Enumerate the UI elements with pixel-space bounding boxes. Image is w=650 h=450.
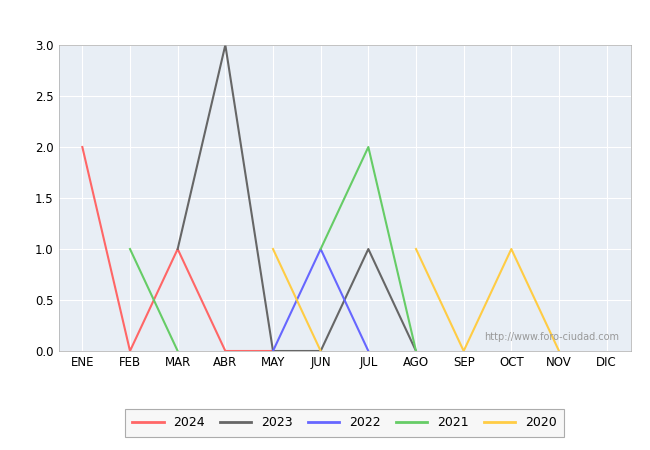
Text: Matriculaciones de Vehiculos en Montejo de Tiermes: Matriculaciones de Vehiculos en Montejo …	[124, 9, 526, 24]
Legend: 2024, 2023, 2022, 2021, 2020: 2024, 2023, 2022, 2021, 2020	[125, 409, 564, 436]
Text: http://www.foro-ciudad.com: http://www.foro-ciudad.com	[484, 332, 619, 342]
